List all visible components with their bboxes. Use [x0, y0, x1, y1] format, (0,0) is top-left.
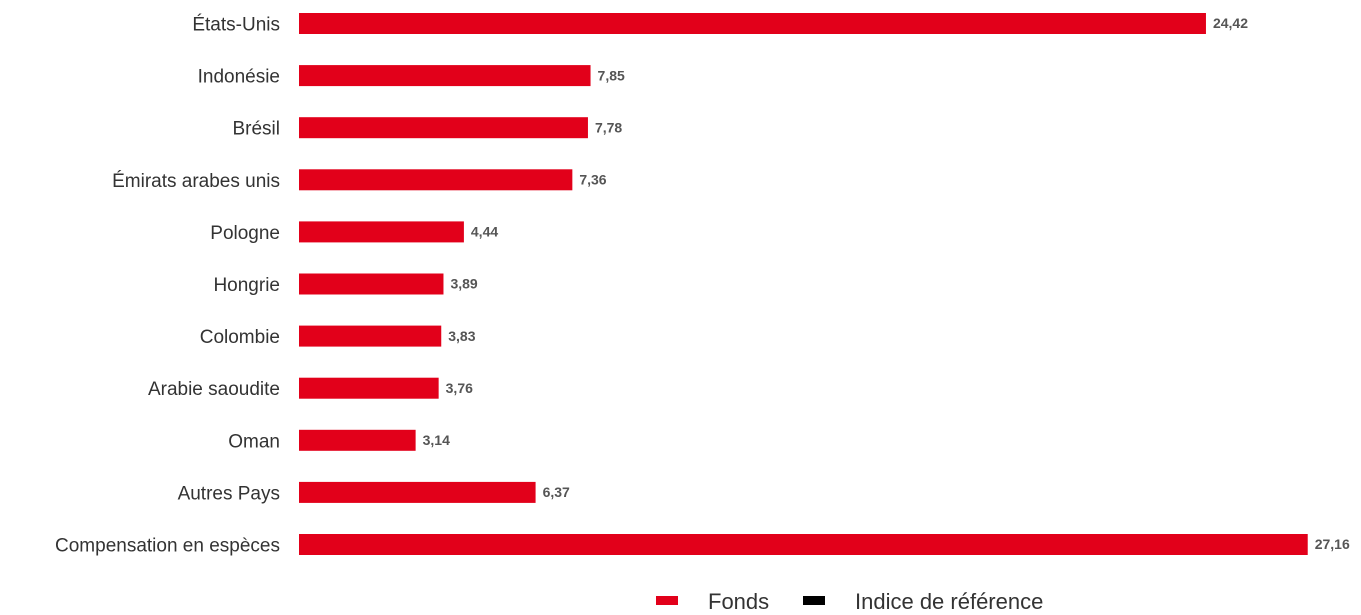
y-tick-label: Émirats arabes unis [112, 171, 280, 192]
y-tick-label: Compensation en espèces [55, 536, 280, 557]
bar [299, 117, 588, 139]
y-tick-label: Indonésie [198, 67, 280, 88]
y-tick-label: Brésil [232, 119, 280, 140]
bar [299, 481, 536, 503]
bar [299, 273, 444, 295]
bar [299, 221, 464, 243]
value-label: 3,76 [446, 380, 473, 396]
bar [299, 65, 591, 87]
bar [299, 429, 416, 451]
bar [299, 534, 1308, 555]
legend-swatch [803, 596, 825, 605]
legend-label: Fonds [708, 589, 769, 614]
value-label: 7,78 [595, 119, 622, 135]
bar [299, 13, 1206, 34]
y-tick-label: Oman [228, 431, 280, 452]
y-tick-label: États-Unis [192, 15, 280, 36]
value-label: 7,85 [598, 67, 625, 83]
y-tick-label: Pologne [210, 223, 280, 244]
bar [299, 169, 573, 191]
bar [299, 325, 442, 347]
value-label: 6,37 [543, 484, 570, 500]
value-label: 3,89 [450, 276, 477, 292]
value-label: 7,36 [579, 172, 606, 188]
value-label: 24,42 [1213, 15, 1248, 31]
value-label: 3,14 [423, 432, 450, 448]
value-label: 27,16 [1315, 536, 1350, 552]
y-tick-label: Hongrie [213, 275, 280, 296]
y-tick-label: Autres Pays [178, 483, 280, 504]
value-label: 4,44 [471, 224, 498, 240]
legend-label: Indice de référence [855, 589, 1043, 614]
y-tick-label: Arabie saoudite [148, 379, 280, 400]
legend-swatch [656, 596, 678, 605]
bar [299, 377, 439, 399]
value-label: 3,83 [448, 328, 475, 344]
y-tick-label: Colombie [200, 327, 280, 348]
